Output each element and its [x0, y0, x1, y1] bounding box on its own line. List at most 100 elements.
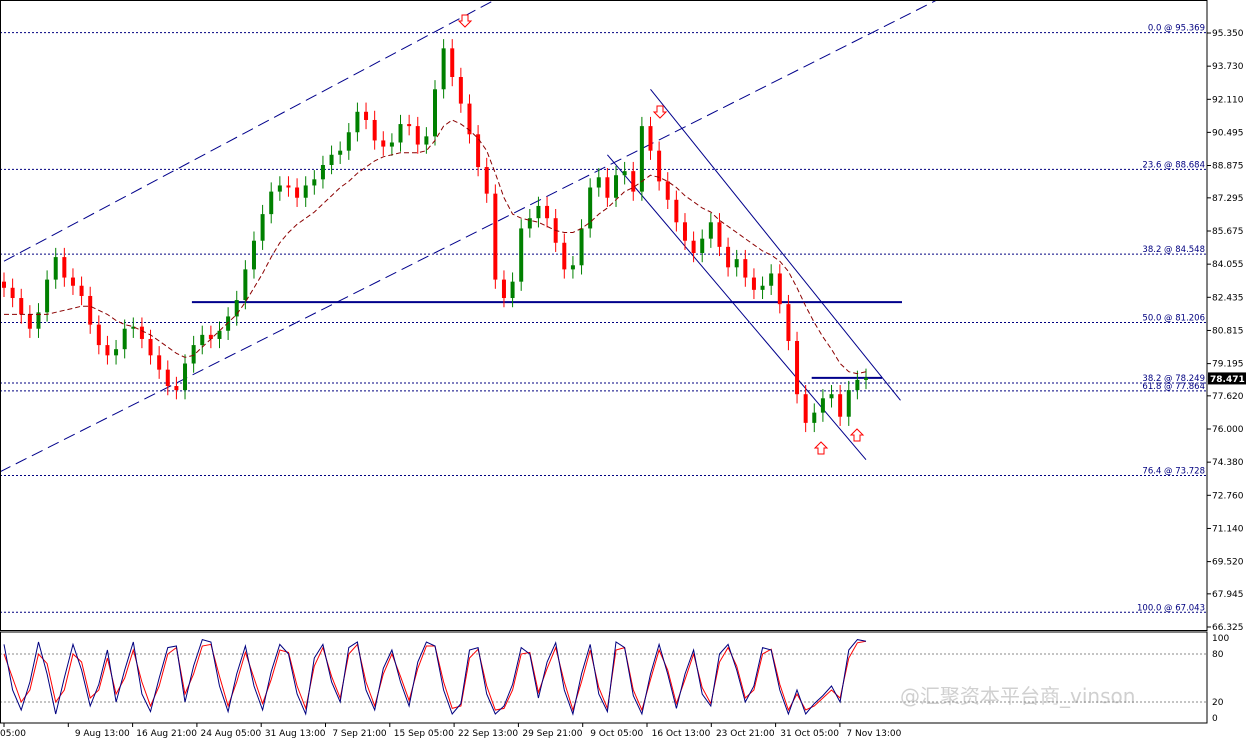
candle-body [295, 187, 300, 198]
arrow-down-icon [652, 105, 668, 119]
oscillator-level-label: 20 [1212, 698, 1224, 708]
time-tick-label: 16 Oct 13:00 [652, 729, 711, 739]
arrow-up-icon [849, 428, 865, 442]
arrow-up-icon-shape [813, 441, 829, 455]
candle-body [320, 165, 325, 180]
candle-body [96, 324, 101, 346]
time-tick-label: 9 Oct 05:00 [590, 729, 643, 739]
candle-body [691, 240, 696, 253]
fib-level-label: 76.4 @ 73.728 [1142, 466, 1205, 476]
candle-body [570, 265, 575, 270]
arrow-up-icon-shape [849, 428, 865, 442]
candle-body [122, 328, 127, 350]
current-price-box [1208, 372, 1246, 385]
candle-body [545, 205, 550, 219]
price-tick-label: 71.140 [1212, 524, 1244, 534]
candle-body [70, 277, 75, 286]
price-tick-label: 90.495 [1212, 128, 1244, 138]
candle-body [389, 142, 394, 147]
lower-channel-trendline [0, 0, 938, 473]
price-tick-label: 76.000 [1212, 425, 1244, 435]
candle-body [726, 246, 731, 268]
candle-body [682, 222, 687, 241]
candle-body [208, 334, 213, 339]
candle-body [45, 279, 50, 313]
candle-body [338, 150, 343, 155]
candle-body [79, 285, 84, 296]
time-tick-label: 05:00 [0, 729, 26, 739]
candle-body [88, 295, 93, 325]
fib-level-label: 38.2 @ 84.548 [1142, 245, 1205, 255]
candle-body [36, 312, 41, 329]
candle-body [829, 394, 834, 399]
candle-body [614, 175, 619, 198]
candle-body [812, 412, 817, 423]
oscillator-level-label: 100 [1212, 634, 1229, 644]
candle-body [105, 345, 110, 356]
price-tick-label: 93.730 [1212, 62, 1244, 72]
candle-body [398, 124, 403, 143]
oscillator-main-line [3, 638, 867, 716]
downtrend-channel-upper [650, 88, 901, 401]
candle-body [786, 304, 791, 341]
candle-body [562, 242, 567, 270]
candle-body [234, 300, 239, 317]
candle-body [855, 379, 860, 391]
candle-body [200, 334, 205, 346]
price-tick-label: 74.380 [1212, 458, 1244, 468]
candle-body [27, 314, 32, 329]
candle-body [588, 187, 593, 229]
candle-body [717, 222, 722, 247]
price-tick-label: 80.815 [1212, 326, 1244, 336]
candle-body [769, 273, 774, 286]
candle-body [329, 154, 334, 165]
candle-body [596, 177, 601, 188]
candle-body [795, 341, 800, 395]
candle-body [665, 181, 670, 200]
candle-body [174, 386, 179, 391]
candle-body [622, 171, 627, 176]
candle-body [286, 185, 291, 188]
candle-body [251, 240, 256, 270]
candle-body [441, 48, 446, 90]
candle-body [450, 48, 455, 77]
fib-level-label: 100.0 @ 67.043 [1137, 603, 1205, 613]
price-tick-label: 88.875 [1212, 162, 1244, 172]
candle-body [139, 326, 144, 339]
candle-body [217, 330, 222, 339]
candle-body [114, 349, 119, 356]
candle-body [467, 103, 472, 135]
fib-level-label: 38.2 @ 78.249 [1142, 374, 1205, 384]
candle-body [277, 185, 282, 192]
candle-body [62, 257, 67, 278]
candle-body [777, 273, 782, 305]
fib-level-label: 61.8 @ 77.864 [1142, 382, 1205, 392]
candle-body [346, 132, 351, 151]
time-tick-label: 31 Oct 05:00 [780, 729, 839, 739]
fib-level-label: 50.0 @ 81.206 [1142, 313, 1205, 323]
candle-body [657, 150, 662, 182]
fib-level-label: 0.0 @ 95.369 [1148, 24, 1205, 34]
candle-body [700, 238, 705, 253]
time-tick-label: 15 Sep 05:00 [394, 729, 454, 739]
time-tick-label: 9 Aug 13:00 [75, 729, 130, 739]
time-tick-label: 29 Sep 21:00 [522, 729, 582, 739]
price-tick-label: 66.325 [1212, 623, 1244, 633]
price-tick-label: 92.110 [1212, 95, 1244, 105]
candle-body [433, 89, 437, 137]
candle-body [165, 369, 170, 387]
candle-body [415, 126, 420, 145]
candle-body [605, 177, 610, 198]
fib-level-label: 23.6 @ 88.684 [1142, 160, 1205, 170]
candle-body [260, 214, 265, 241]
candle-body [820, 398, 825, 413]
candle-body [131, 326, 136, 329]
time-tick-label: 16 Aug 21:00 [136, 729, 197, 739]
price-tick-label: 72.760 [1212, 491, 1244, 501]
arrow-up-icon [813, 441, 829, 455]
oscillator-level-label: 80 [1212, 650, 1224, 660]
candle-body [510, 281, 515, 299]
candle-body [364, 111, 369, 120]
